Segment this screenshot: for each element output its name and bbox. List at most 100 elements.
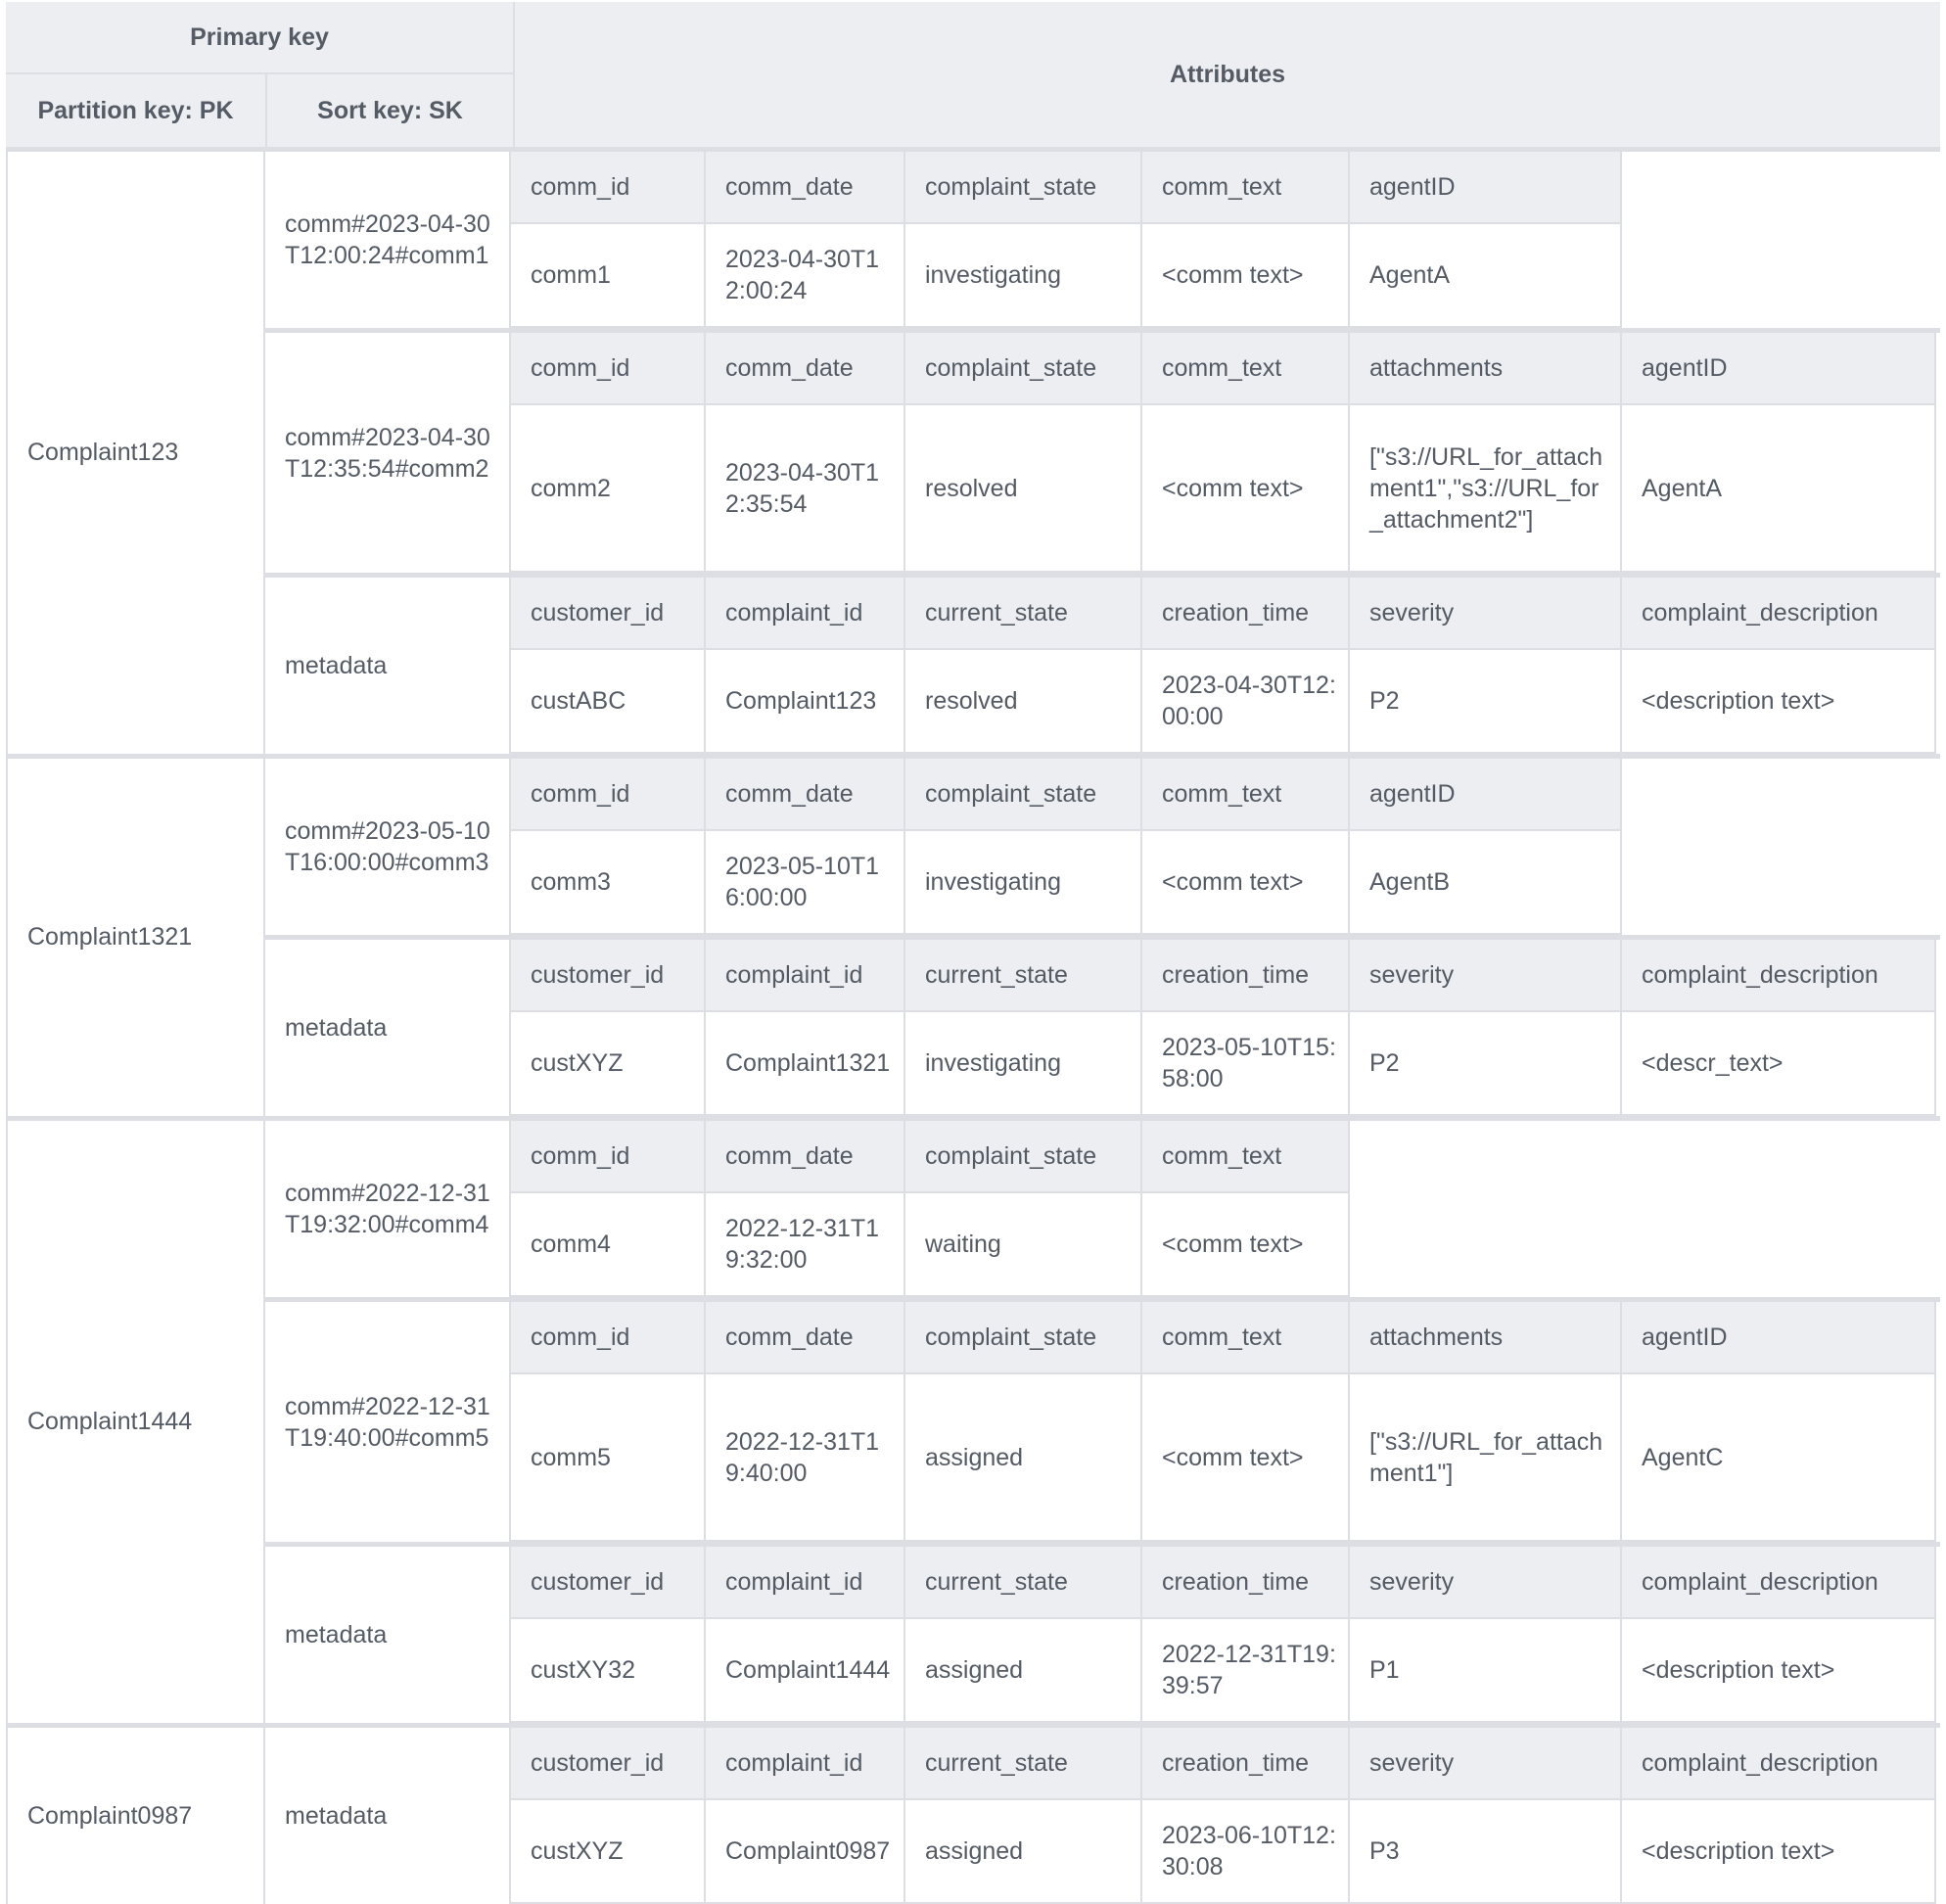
attribute-name-cell: comm_date: [706, 759, 905, 831]
primary-key-title: Primary key: [6, 2, 513, 74]
attribute-name-row: comm_id comm_date complaint_state comm_text…: [511, 152, 1940, 224]
attribute-value-cell: Complaint123: [706, 650, 905, 754]
attribute-value-cell: custXYZ: [511, 1800, 706, 1904]
attribute-value-cell: investigating: [905, 831, 1142, 935]
partition-key-header: Partition key: PK: [6, 74, 267, 147]
attribute-name-cell: creation_time: [1142, 578, 1350, 650]
attribute-name-cell: comm_text: [1142, 759, 1350, 831]
primary-key-header: Primary key Partition key: PK Sort key: …: [6, 2, 515, 147]
attribute-name-cell: agentID: [1622, 1302, 1936, 1374]
attribute-value-row: custXY32 Complaint1444 assigned 2022-12-31T…: [511, 1619, 1940, 1723]
attribute-name-cell: creation_time: [1142, 1547, 1350, 1619]
attribute-name-cell: comm_text: [1142, 333, 1350, 405]
attribute-value-cell: 2023-05-10T15:58:00: [1142, 1012, 1350, 1116]
table-row: comm#2023-04-30T12:35:54#comm2 comm_id com…: [265, 328, 1940, 573]
attribute-value-cell: 2023-04-30T12:00:24: [706, 224, 905, 328]
attribute-name-cell: complaint_state: [905, 759, 1142, 831]
attribute-name-cell: comm_id: [511, 1121, 706, 1193]
attribute-value-cell: 2022-12-31T19:39:57: [1142, 1619, 1350, 1723]
attribute-name-row: comm_id comm_date complaint_state comm_text…: [511, 1302, 1940, 1374]
attribute-name-cell: complaint_id: [706, 578, 905, 650]
attribute-value-cell: <description text>: [1622, 1619, 1936, 1723]
table-row: metadata customer_id complaint_id current_s…: [265, 1542, 1940, 1723]
attribute-name-cell: attachments: [1350, 333, 1622, 405]
attribute-name-cell: complaint_id: [706, 1728, 905, 1800]
attribute-value-cell: 2022-12-31T19:32:00: [706, 1193, 905, 1297]
attribute-value-cell: investigating: [905, 1012, 1142, 1116]
item-group: Complaint0987 metadata customer_id complain…: [6, 1723, 1940, 1904]
attribute-value-cell: 2023-04-30T12:00:00: [1142, 650, 1350, 754]
attribute-name-cell: [1350, 1121, 1622, 1193]
item-records: comm#2022-12-31T19:32:00#comm4 comm_id com…: [265, 1121, 1940, 1723]
attribute-value-row: comm3 2023-05-10T16:00:00 investigating <co…: [511, 831, 1940, 935]
attribute-name-cell: comm_date: [706, 1302, 905, 1374]
attribute-value-cell: <comm text>: [1142, 224, 1350, 328]
attribute-value-cell: AgentB: [1350, 831, 1622, 935]
attribute-value-cell: waiting: [905, 1193, 1142, 1297]
attribute-name-cell: complaint_state: [905, 1121, 1142, 1193]
attribute-name-cell: complaint_state: [905, 152, 1142, 224]
attribute-value-cell: resolved: [905, 650, 1142, 754]
attribute-name-cell: customer_id: [511, 1728, 706, 1800]
attribute-name-cell: complaint_state: [905, 333, 1142, 405]
sort-key-cell: comm#2023-04-30T12:35:54#comm2: [265, 333, 511, 573]
attribute-name-cell: complaint_id: [706, 940, 905, 1012]
dynamodb-table: Primary key Partition key: PK Sort key: …: [6, 2, 1940, 1904]
item-records: comm#2023-04-30T12:00:24#comm1 comm_id com…: [265, 152, 1940, 754]
attribute-value-cell: <comm text>: [1142, 1374, 1350, 1542]
attribute-value-cell: [1622, 224, 1936, 328]
attribute-value-cell: custXYZ: [511, 1012, 706, 1116]
table-row: comm#2023-05-10T16:00:00#comm3 comm_id com…: [265, 759, 1940, 935]
attribute-block: comm_id comm_date complaint_state comm_text…: [511, 152, 1940, 328]
attribute-value-cell: P3: [1350, 1800, 1622, 1904]
attribute-name-cell: [1622, 759, 1936, 831]
attribute-value-cell: <comm text>: [1142, 831, 1350, 935]
attribute-name-cell: complaint_description: [1622, 578, 1936, 650]
attribute-value-cell: <description text>: [1622, 1800, 1936, 1904]
attribute-value-cell: Complaint1321: [706, 1012, 905, 1116]
attribute-name-cell: complaint_description: [1622, 1547, 1936, 1619]
attribute-name-row: customer_id complaint_id current_state crea…: [511, 1728, 1940, 1800]
attribute-value-cell: <description text>: [1622, 650, 1936, 754]
attribute-name-cell: comm_id: [511, 152, 706, 224]
attribute-value-cell: comm2: [511, 405, 706, 573]
attribute-name-cell: comm_text: [1142, 1121, 1350, 1193]
table-row: metadata customer_id complaint_id current_s…: [265, 573, 1940, 754]
attribute-value-row: comm2 2023-04-30T12:35:54 resolved <comm te…: [511, 405, 1940, 573]
sort-key-cell: metadata: [265, 1547, 511, 1723]
attribute-name-cell: customer_id: [511, 940, 706, 1012]
attribute-name-cell: current_state: [905, 1547, 1142, 1619]
partition-key-cell: Complaint123: [6, 152, 265, 754]
attribute-name-cell: comm_date: [706, 333, 905, 405]
attribute-name-cell: comm_date: [706, 1121, 905, 1193]
attribute-name-cell: complaint_description: [1622, 940, 1936, 1012]
attribute-value-row: custABC Complaint123 resolved 2023-04-30T12…: [511, 650, 1940, 754]
attribute-block: comm_id comm_date complaint_state comm_text…: [511, 759, 1940, 935]
attribute-block: customer_id complaint_id current_state crea…: [511, 1547, 1940, 1723]
attribute-value-cell: Complaint0987: [706, 1800, 905, 1904]
attribute-value-row: comm4 2022-12-31T19:32:00 waiting <comm tex…: [511, 1193, 1940, 1297]
attribute-name-cell: comm_date: [706, 152, 905, 224]
table-row: metadata customer_id complaint_id current_s…: [265, 1728, 1940, 1904]
attribute-value-cell: comm3: [511, 831, 706, 935]
sort-key-cell: comm#2022-12-31T19:32:00#comm4: [265, 1121, 511, 1297]
attribute-value-cell: comm4: [511, 1193, 706, 1297]
attribute-name-cell: comm_text: [1142, 1302, 1350, 1374]
attribute-value-cell: resolved: [905, 405, 1142, 573]
attribute-name-row: customer_id complaint_id current_state crea…: [511, 1547, 1940, 1619]
sort-key-cell: comm#2023-04-30T12:00:24#comm1: [265, 152, 511, 328]
attribute-block: comm_id comm_date complaint_state comm_text…: [511, 333, 1940, 573]
attribute-name-row: comm_id comm_date complaint_state comm_text…: [511, 759, 1940, 831]
attribute-value-row: custXYZ Complaint1321 investigating 2023-05…: [511, 1012, 1940, 1116]
attribute-name-cell: agentID: [1350, 152, 1622, 224]
sort-key-cell: comm#2023-05-10T16:00:00#comm3: [265, 759, 511, 935]
attribute-value-cell: custXY32: [511, 1619, 706, 1723]
attribute-name-row: customer_id complaint_id current_state crea…: [511, 940, 1940, 1012]
attribute-name-cell: [1622, 1121, 1936, 1193]
attribute-value-cell: P2: [1350, 650, 1622, 754]
item-group: Complaint1321 comm#2023-05-10T16:00:00#co…: [6, 754, 1940, 1116]
attribute-name-cell: severity: [1350, 1728, 1622, 1800]
attribute-value-cell: [1350, 1193, 1622, 1297]
attribute-block: customer_id complaint_id current_state crea…: [511, 1728, 1940, 1904]
attribute-value-cell: <comm text>: [1142, 1193, 1350, 1297]
